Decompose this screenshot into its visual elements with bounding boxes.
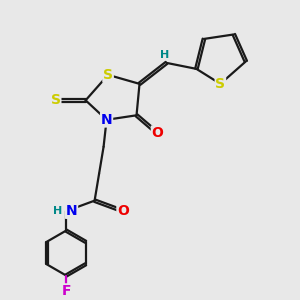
Text: N: N [101,113,112,127]
Text: S: S [215,77,225,91]
Text: H: H [160,50,170,59]
Text: O: O [117,204,129,218]
Text: S: S [103,68,113,82]
Text: F: F [61,284,71,298]
Text: O: O [152,126,164,140]
Text: S: S [51,93,61,107]
Text: H: H [53,206,62,216]
Text: N: N [66,204,77,218]
